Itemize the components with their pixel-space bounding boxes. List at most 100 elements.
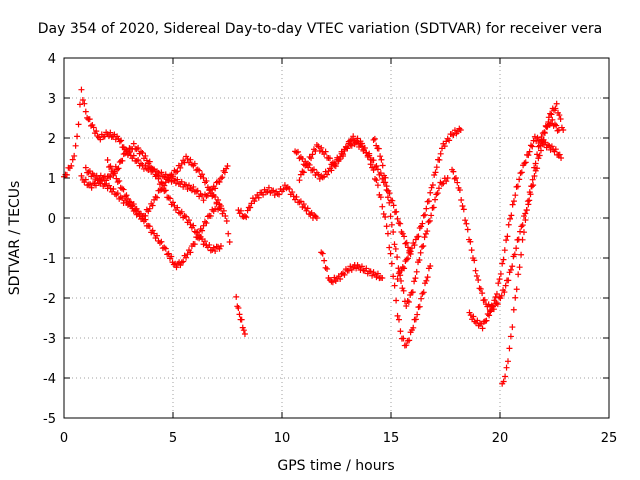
data-point xyxy=(417,249,424,256)
data-point xyxy=(124,195,131,202)
series-track-e xyxy=(233,293,248,337)
data-point xyxy=(507,333,514,340)
data-point xyxy=(373,163,380,170)
data-point xyxy=(161,182,168,189)
data-point xyxy=(430,204,437,211)
data-point xyxy=(549,116,556,123)
data-point xyxy=(223,218,230,225)
data-point xyxy=(82,164,89,171)
data-point xyxy=(523,207,530,214)
data-point xyxy=(174,168,181,175)
data-point xyxy=(243,214,250,221)
data-point xyxy=(390,273,397,280)
data-point xyxy=(403,239,410,246)
data-point xyxy=(373,177,380,184)
series-track-a xyxy=(61,86,231,204)
data-point xyxy=(367,268,374,275)
data-point xyxy=(200,197,207,204)
data-point xyxy=(168,253,175,260)
data-point xyxy=(403,256,410,263)
data-point xyxy=(515,271,522,278)
data-point xyxy=(212,205,219,212)
data-point xyxy=(167,195,174,202)
data-point xyxy=(372,176,379,183)
data-point xyxy=(451,175,458,182)
data-point xyxy=(518,223,525,230)
data-point xyxy=(270,187,277,194)
x-tick-label: 10 xyxy=(274,431,291,446)
data-point xyxy=(544,142,551,149)
data-point xyxy=(538,133,545,140)
data-point xyxy=(519,222,526,229)
data-point xyxy=(497,270,504,277)
data-point xyxy=(532,160,539,167)
data-point xyxy=(325,168,332,175)
data-point xyxy=(347,263,354,270)
data-point xyxy=(479,290,486,297)
data-point xyxy=(373,274,380,281)
data-point xyxy=(196,235,203,242)
data-point xyxy=(490,303,497,310)
data-point xyxy=(358,263,365,270)
data-point xyxy=(203,177,210,184)
data-point xyxy=(142,212,149,219)
data-point xyxy=(297,198,304,205)
data-point xyxy=(293,149,300,156)
data-point xyxy=(400,335,407,342)
series-track-l xyxy=(449,100,567,314)
data-point xyxy=(296,155,303,162)
data-point xyxy=(459,202,466,209)
data-point xyxy=(114,190,121,197)
data-point xyxy=(280,186,287,193)
data-point xyxy=(300,201,307,208)
data-point xyxy=(200,222,207,229)
data-point xyxy=(466,309,473,316)
data-point xyxy=(553,122,560,129)
data-point xyxy=(422,230,429,237)
data-point xyxy=(85,169,92,176)
data-point xyxy=(217,243,224,249)
data-point xyxy=(348,136,355,143)
data-point xyxy=(199,227,206,234)
data-point xyxy=(331,274,338,281)
data-point xyxy=(190,222,197,229)
data-point xyxy=(233,293,240,300)
data-point xyxy=(165,250,172,257)
data-point xyxy=(216,179,223,186)
data-point xyxy=(537,147,544,154)
data-point xyxy=(178,178,185,185)
data-point xyxy=(247,204,254,211)
data-point xyxy=(486,312,493,319)
data-point xyxy=(391,282,398,289)
data-point xyxy=(191,241,198,248)
data-point xyxy=(370,136,377,143)
data-point xyxy=(429,181,436,188)
data-point xyxy=(374,270,381,277)
data-point xyxy=(69,156,76,163)
data-point xyxy=(389,197,396,204)
data-point xyxy=(329,279,336,286)
data-point xyxy=(321,257,328,264)
data-point xyxy=(513,245,520,252)
data-point xyxy=(391,241,398,248)
data-point xyxy=(177,262,184,269)
data-point xyxy=(400,287,407,294)
data-point xyxy=(387,213,394,220)
data-point xyxy=(194,228,201,235)
data-point xyxy=(373,142,380,149)
data-point xyxy=(251,198,258,205)
data-point xyxy=(390,228,397,235)
series-track-m xyxy=(466,133,565,332)
data-point xyxy=(283,185,290,192)
data-point xyxy=(495,280,502,287)
data-point xyxy=(324,265,331,272)
data-point xyxy=(93,128,100,135)
data-point xyxy=(398,277,405,284)
data-point xyxy=(71,152,78,159)
data-point xyxy=(142,152,149,159)
data-point xyxy=(265,184,272,191)
data-point xyxy=(370,157,377,164)
data-point xyxy=(491,297,498,304)
data-point xyxy=(225,230,232,237)
